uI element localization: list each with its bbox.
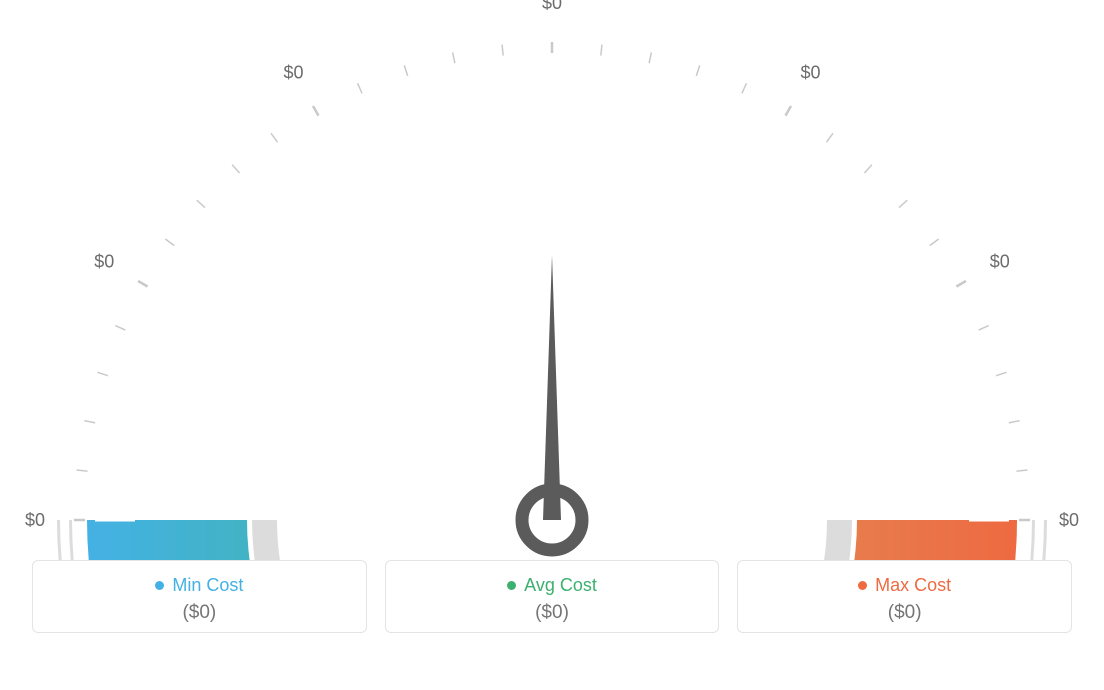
legend-label-min: Min Cost (155, 575, 243, 596)
svg-text:$0: $0 (94, 252, 114, 272)
legend-row: Min Cost ($0) Avg Cost ($0) Max Cost ($0… (0, 560, 1104, 633)
gauge-svg: $0 $0 $0 $0 $0 $0 $0 (0, 0, 1104, 560)
legend-card-avg: Avg Cost ($0) (385, 560, 720, 633)
legend-value-min: ($0) (33, 602, 366, 624)
svg-text:$0: $0 (1059, 510, 1079, 530)
svg-text:$0: $0 (990, 252, 1010, 272)
legend-card-min: Min Cost ($0) (32, 560, 367, 633)
legend-text-max: Max Cost (875, 575, 951, 596)
gauge-chart: $0 $0 $0 $0 $0 $0 $0 (0, 0, 1104, 560)
svg-text:$0: $0 (542, 0, 562, 13)
cost-gauge-widget: $0 $0 $0 $0 $0 $0 $0 Min Cost ($0) Avg Cost ($… (0, 0, 1104, 690)
legend-value-max: ($0) (738, 602, 1071, 624)
svg-text:$0: $0 (25, 510, 45, 530)
legend-text-avg: Avg Cost (524, 575, 597, 596)
legend-label-max: Max Cost (858, 575, 951, 596)
legend-text-min: Min Cost (172, 575, 243, 596)
legend-dot-min (155, 581, 164, 590)
legend-label-avg: Avg Cost (507, 575, 597, 596)
svg-text:$0: $0 (800, 62, 820, 82)
legend-value-avg: ($0) (386, 602, 719, 624)
legend-dot-avg (507, 581, 516, 590)
legend-dot-max (858, 581, 867, 590)
legend-card-max: Max Cost ($0) (737, 560, 1072, 633)
svg-text:$0: $0 (283, 62, 303, 82)
